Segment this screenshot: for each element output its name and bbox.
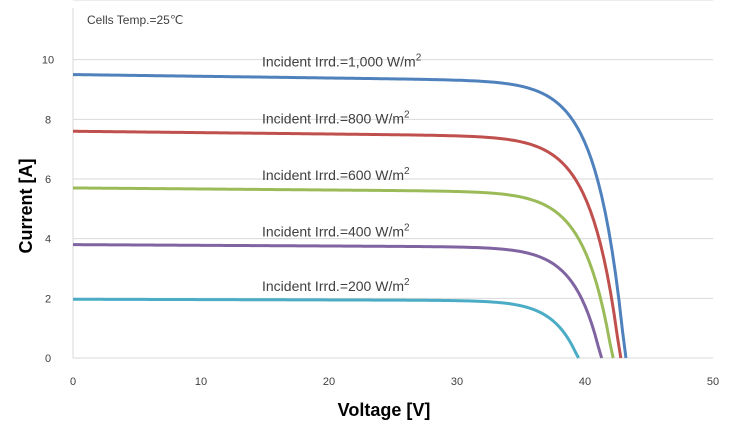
series-labels: Incident Irrd.=1,000 W/m2 Incident Irrd.=… <box>262 53 422 295</box>
x-tick-label: 50 <box>707 376 719 388</box>
series-label-superscript: 2 <box>416 53 422 64</box>
series-label-superscript: 2 <box>404 109 410 120</box>
series-group <box>72 73 628 359</box>
y-tick-label: 10 <box>42 55 54 67</box>
iv-curve-line <box>72 243 604 359</box>
y-tick-label: 4 <box>45 234 51 246</box>
temperature-annotation: Cells Temp.=25℃ <box>87 13 183 27</box>
x-tick-label: 20 <box>323 376 335 388</box>
series-label: Incident Irrd.=1,000 W/m2 <box>262 53 422 70</box>
tick-labels: 0 2 4 6 8 10 0 10 20 30 40 50 <box>42 55 719 388</box>
y-tick-label: 6 <box>45 174 51 186</box>
iv-curve-line <box>72 73 628 359</box>
series-label-superscript: 2 <box>404 166 410 177</box>
y-tick-label: 0 <box>45 353 51 365</box>
x-tick-label: 0 <box>70 376 76 388</box>
series-label: Incident Irrd.=200 W/m2 <box>262 277 410 294</box>
y-axis-title: Current [A] <box>16 159 36 254</box>
iv-curve-line <box>72 297 580 359</box>
series-label: Incident Irrd.=800 W/m2 <box>262 109 410 126</box>
iv-curve-line <box>72 186 615 359</box>
series-label-superscript: 2 <box>404 277 410 288</box>
y-tick-label: 2 <box>45 293 51 305</box>
y-tick-label: 8 <box>45 114 51 126</box>
x-tick-label: 10 <box>195 376 207 388</box>
series-label: Incident Irrd.=600 W/m2 <box>262 166 410 183</box>
x-axis-title: Voltage [V] <box>338 400 431 420</box>
x-tick-label: 30 <box>451 376 463 388</box>
series-label-superscript: 2 <box>404 223 410 234</box>
series-label: Incident Irrd.=400 W/m2 <box>262 223 410 240</box>
iv-curve-line <box>72 129 623 359</box>
x-tick-label: 40 <box>579 376 591 388</box>
